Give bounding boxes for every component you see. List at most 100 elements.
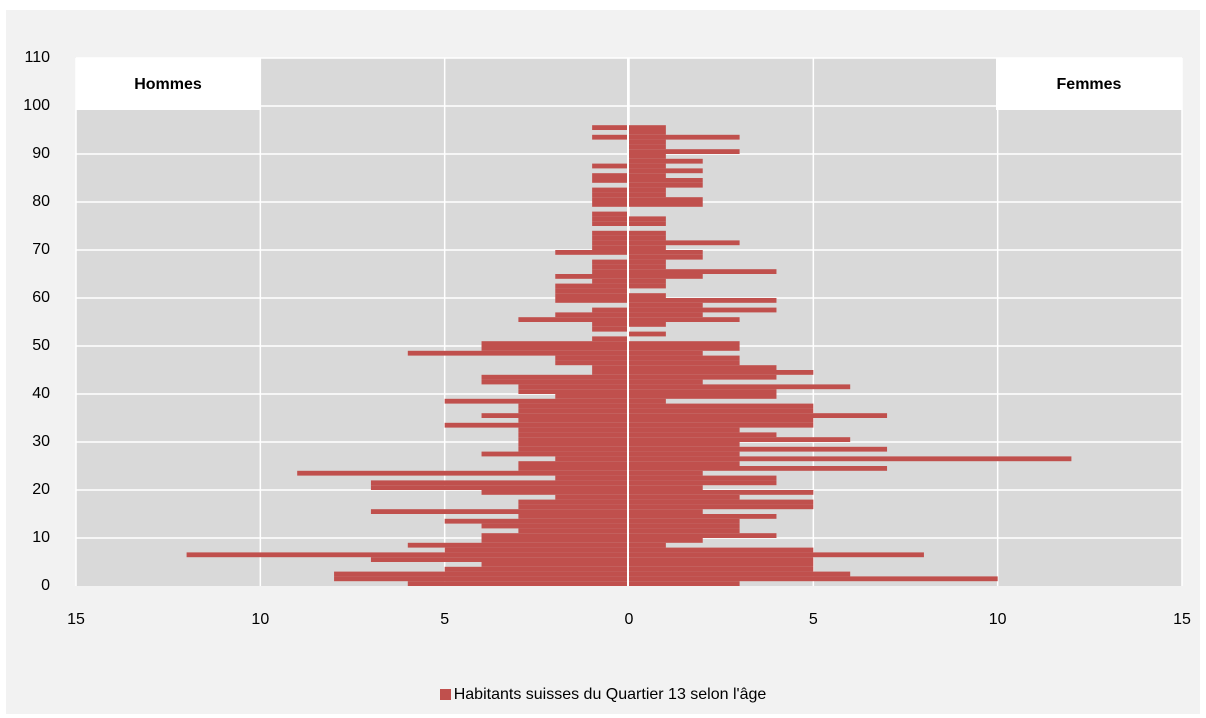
bar-hommes bbox=[481, 490, 629, 495]
bar-hommes bbox=[518, 437, 629, 442]
bar-femmes bbox=[629, 197, 703, 202]
bar-femmes bbox=[629, 360, 740, 366]
bar-hommes bbox=[592, 178, 629, 183]
bar-hommes bbox=[518, 432, 629, 438]
bar-hommes bbox=[592, 322, 629, 327]
bar-hommes bbox=[592, 192, 629, 198]
bar-hommes bbox=[444, 422, 629, 428]
legend: Habitants suisses du Quartier 13 selon l… bbox=[0, 686, 1206, 704]
bar-femmes bbox=[629, 365, 777, 370]
bar-hommes bbox=[518, 389, 629, 394]
bar-femmes bbox=[629, 125, 666, 130]
bar-femmes bbox=[629, 509, 703, 514]
bar-femmes bbox=[629, 514, 777, 519]
bar-femmes bbox=[629, 533, 777, 538]
bar-femmes bbox=[629, 149, 740, 154]
hommes-label-box bbox=[76, 58, 260, 110]
bar-femmes bbox=[629, 163, 666, 169]
bar-hommes bbox=[481, 451, 629, 457]
bar-hommes bbox=[555, 283, 629, 289]
bar-hommes bbox=[444, 547, 629, 553]
x-tick-label: 15 bbox=[1173, 611, 1191, 628]
bar-femmes bbox=[629, 523, 740, 529]
bar-hommes bbox=[592, 370, 629, 375]
y-tick-label: 110 bbox=[24, 49, 50, 66]
y-tick-label: 90 bbox=[32, 145, 50, 162]
bar-femmes bbox=[629, 202, 703, 207]
bar-hommes bbox=[592, 365, 629, 370]
bar-hommes bbox=[481, 346, 629, 351]
bar-hommes bbox=[592, 326, 629, 332]
bar-femmes bbox=[629, 576, 998, 582]
bar-hommes bbox=[518, 499, 629, 505]
bar-femmes bbox=[629, 475, 777, 481]
bar-hommes bbox=[555, 394, 629, 399]
bar-hommes bbox=[592, 278, 629, 284]
legend-swatch bbox=[439, 689, 451, 700]
bar-femmes bbox=[629, 470, 703, 476]
bar-hommes bbox=[518, 504, 629, 510]
bar-femmes bbox=[629, 494, 740, 500]
bar-femmes bbox=[629, 192, 666, 198]
bar-hommes bbox=[592, 336, 629, 342]
bar-hommes bbox=[370, 480, 629, 486]
bar-hommes bbox=[186, 552, 629, 558]
bar-femmes bbox=[629, 437, 851, 442]
bar-femmes bbox=[629, 235, 666, 241]
bar-hommes bbox=[592, 235, 629, 241]
y-tick-label: 20 bbox=[32, 481, 50, 498]
y-tick-label: 0 bbox=[41, 577, 50, 594]
bar-femmes bbox=[629, 187, 666, 193]
bar-femmes bbox=[629, 278, 666, 284]
bar-femmes bbox=[629, 461, 740, 466]
bar-femmes bbox=[629, 134, 740, 140]
bar-femmes bbox=[629, 480, 777, 486]
bar-femmes bbox=[629, 442, 740, 447]
bar-hommes bbox=[444, 398, 629, 404]
bar-femmes bbox=[629, 518, 740, 524]
x-tick-label: 10 bbox=[989, 611, 1007, 628]
bar-femmes bbox=[629, 245, 666, 250]
bar-femmes bbox=[629, 413, 888, 418]
bar-hommes bbox=[592, 307, 629, 313]
bar-hommes bbox=[407, 581, 629, 586]
bar-femmes bbox=[629, 422, 814, 428]
bar-femmes bbox=[629, 403, 814, 409]
bar-femmes bbox=[629, 446, 888, 452]
bar-femmes bbox=[629, 259, 666, 265]
bar-hommes bbox=[518, 418, 629, 423]
bar-hommes bbox=[592, 245, 629, 250]
bar-hommes bbox=[592, 221, 629, 226]
bar-femmes bbox=[629, 346, 740, 351]
bar-femmes bbox=[629, 542, 666, 548]
bar-femmes bbox=[629, 384, 851, 390]
bar-femmes bbox=[629, 139, 666, 145]
bar-femmes bbox=[629, 254, 703, 260]
bar-hommes bbox=[592, 134, 629, 140]
bar-femmes bbox=[629, 307, 777, 313]
x-tick-label: 5 bbox=[809, 611, 818, 628]
bar-hommes bbox=[592, 211, 629, 217]
bar-femmes bbox=[629, 230, 666, 236]
bar-femmes bbox=[629, 538, 703, 543]
bar-hommes bbox=[592, 173, 629, 178]
bar-hommes bbox=[370, 485, 629, 490]
bar-femmes bbox=[629, 490, 814, 495]
y-tick-label: 100 bbox=[23, 97, 50, 114]
x-axis-ticks: 15 10 5 0 5 10 15 bbox=[67, 611, 1191, 628]
femmes-label-box bbox=[996, 58, 1182, 110]
bar-femmes bbox=[629, 269, 777, 274]
bar-femmes bbox=[629, 341, 740, 346]
x-tick-label: 0 bbox=[625, 611, 634, 628]
bar-femmes bbox=[629, 173, 666, 178]
bar-hommes bbox=[555, 298, 629, 303]
y-tick-label: 50 bbox=[32, 337, 50, 354]
bar-hommes bbox=[555, 312, 629, 318]
bar-femmes bbox=[629, 547, 814, 553]
bar-hommes bbox=[592, 240, 629, 246]
bar-hommes bbox=[481, 562, 629, 567]
bar-femmes bbox=[629, 504, 814, 510]
bar-hommes bbox=[518, 317, 629, 322]
bar-hommes bbox=[555, 288, 629, 294]
bar-femmes bbox=[629, 158, 703, 164]
